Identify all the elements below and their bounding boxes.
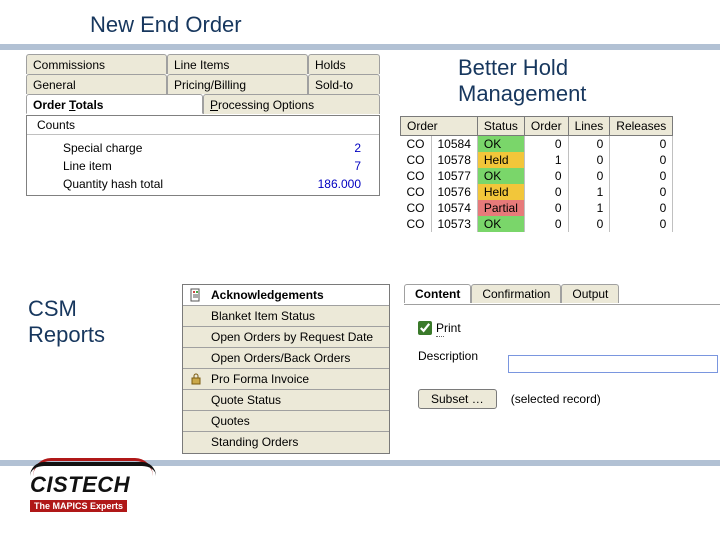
- report-item-blanket-item-status[interactable]: Blanket Item Status: [183, 306, 389, 327]
- logo-tagline: The MAPICS Experts: [30, 500, 127, 512]
- subset-button[interactable]: Subset …: [418, 389, 497, 409]
- subset-text: (selected record): [511, 392, 601, 406]
- counts-row: Quantity hash total186.000: [27, 175, 379, 193]
- content-tab-confirmation[interactable]: Confirmation: [471, 284, 561, 303]
- report-item-acknowledgements[interactable]: Acknowledgements: [183, 285, 389, 306]
- status-header: Order: [401, 117, 478, 136]
- tab-line-items[interactable]: Line Items: [167, 54, 308, 74]
- counts-panel: Counts Special charge2Line item7Quantity…: [26, 115, 380, 196]
- tab-commissions[interactable]: Commissions: [26, 54, 167, 74]
- cistech-logo: CISTECH The MAPICS Experts: [30, 472, 130, 512]
- table-row[interactable]: CO10576Held010: [401, 184, 673, 200]
- lock-icon: [189, 372, 203, 386]
- table-row[interactable]: CO10584OK000: [401, 136, 673, 152]
- content-tab-content[interactable]: Content: [404, 284, 471, 303]
- print-checkbox[interactable]: [418, 321, 432, 335]
- report-item-pro-forma-invoice[interactable]: Pro Forma Invoice: [183, 369, 389, 390]
- status-header: Status: [477, 117, 524, 136]
- table-row[interactable]: CO10578Held100: [401, 152, 673, 168]
- report-item-open-orders-back-orders[interactable]: Open Orders/Back Orders: [183, 348, 389, 369]
- status-table: OrderStatusOrderLinesReleases CO10584OK0…: [400, 116, 673, 232]
- divider-top: [0, 44, 720, 50]
- page-title: New End Order: [90, 12, 242, 38]
- document-icon: [189, 288, 203, 302]
- content-tabs: ContentConfirmationOutput: [404, 284, 619, 303]
- tab-order-totals[interactable]: Order Totals: [26, 94, 203, 114]
- reports-list: AcknowledgementsBlanket Item StatusOpen …: [182, 284, 390, 454]
- report-item-quotes[interactable]: Quotes: [183, 411, 389, 432]
- description-input[interactable]: [508, 355, 718, 373]
- table-row[interactable]: CO10577OK000: [401, 168, 673, 184]
- table-row[interactable]: CO10573OK000: [401, 216, 673, 232]
- hold-title: Better HoldManagement: [458, 55, 586, 107]
- print-checkbox-row[interactable]: Print: [418, 321, 706, 335]
- csm-title: CSMReports: [28, 296, 105, 348]
- content-tab-output[interactable]: Output: [561, 284, 619, 303]
- report-item-open-orders-by-request-date[interactable]: Open Orders by Request Date: [183, 327, 389, 348]
- counts-header: Counts: [27, 118, 379, 135]
- tab-holds[interactable]: Holds: [308, 54, 380, 74]
- content-panel: Print Description Subset … (selected rec…: [404, 304, 720, 454]
- logo-arch2-icon: [30, 462, 156, 476]
- order-tabs: CommissionsLine ItemsHolds GeneralPricin…: [26, 54, 380, 114]
- counts-row: Special charge2: [27, 139, 379, 157]
- tab-pricing-billing[interactable]: Pricing/Billing: [167, 74, 308, 94]
- report-item-standing-orders[interactable]: Standing Orders: [183, 432, 389, 453]
- tab-general[interactable]: General: [26, 74, 167, 94]
- status-header: Releases: [610, 117, 673, 136]
- table-row[interactable]: CO10574Partial010: [401, 200, 673, 216]
- status-header: Order: [524, 117, 568, 136]
- counts-row: Line item7: [27, 157, 379, 175]
- print-mnemonic: P: [436, 321, 444, 337]
- print-label: rint: [444, 321, 461, 335]
- report-item-quote-status[interactable]: Quote Status: [183, 390, 389, 411]
- status-header: Lines: [568, 117, 610, 136]
- tab-processing-options[interactable]: Processing Options: [203, 94, 380, 114]
- tab-sold-to[interactable]: Sold-to: [308, 74, 380, 94]
